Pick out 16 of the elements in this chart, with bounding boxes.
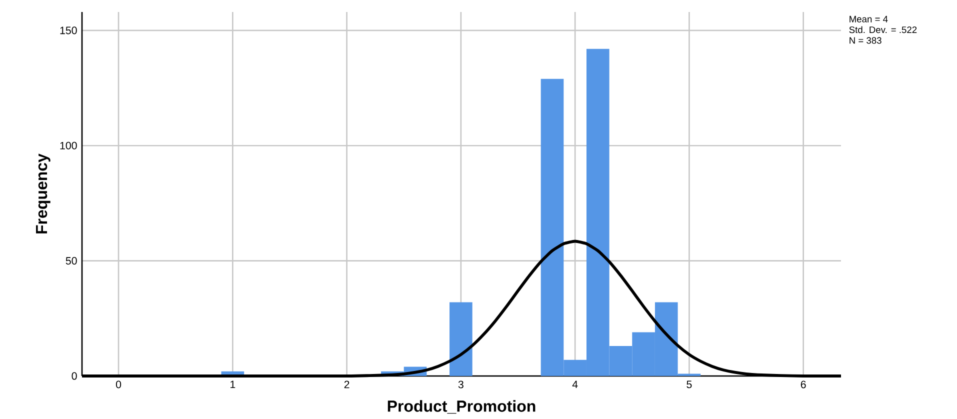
y-tick-label: 150 [60, 26, 77, 34]
x-tick-label: 1 [230, 380, 236, 388]
x-tick-label: 5 [686, 380, 692, 388]
text: N = 383 [850, 37, 882, 44]
y-axis-title: Frequency [36, 154, 50, 234]
text: Mean = 4 [850, 16, 888, 22]
y-tick-label: 0 [72, 372, 77, 380]
x-axis-title: Product_Promotion [388, 400, 536, 414]
x-tick-label: 2 [344, 380, 350, 388]
text: Std. Dev. = .522 [849, 26, 917, 34]
x-tick-label: 0 [116, 380, 122, 388]
y-tick-label: 100 [60, 142, 77, 150]
y-tick-label: 50 [66, 257, 77, 265]
x-tick-label: 4 [572, 380, 578, 388]
x-tick-label: 6 [800, 380, 806, 388]
x-tick-label: 3 [458, 380, 464, 388]
